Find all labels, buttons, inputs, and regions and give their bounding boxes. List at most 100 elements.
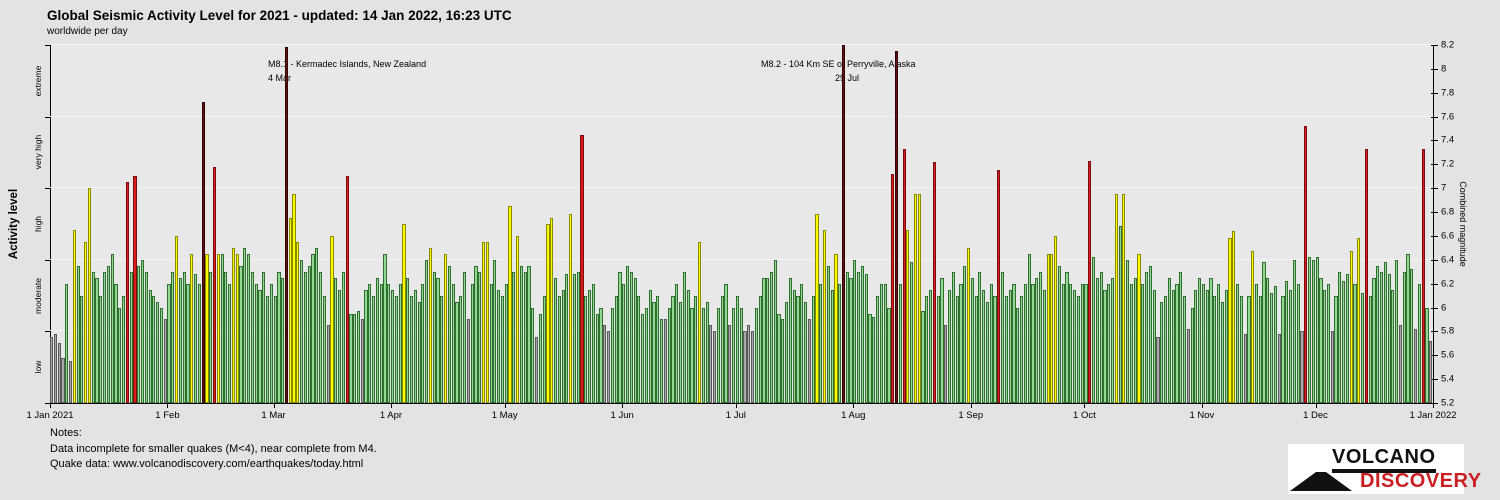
activity-bar bbox=[409, 295, 414, 403]
activity-bar bbox=[432, 271, 436, 403]
right-axis-tick bbox=[1431, 45, 1438, 46]
activity-bar bbox=[1364, 148, 1368, 403]
activity-bar bbox=[1304, 126, 1308, 403]
activity-bar bbox=[788, 277, 793, 403]
activity-bar bbox=[906, 229, 910, 403]
activity-bar bbox=[728, 325, 732, 403]
activity-level-label: low bbox=[33, 360, 43, 374]
right-axis-tick bbox=[1431, 379, 1438, 381]
activity-bar bbox=[1345, 274, 1350, 403]
activity-bar bbox=[466, 319, 470, 403]
activity-bar bbox=[603, 325, 607, 403]
activity-bar bbox=[534, 337, 539, 403]
activity-bar bbox=[974, 295, 978, 403]
activity-bar bbox=[163, 319, 167, 403]
activity-bar bbox=[538, 313, 542, 403]
annotation-perryville-text: M8.2 - 104 Km SE of Perryville, Alaska bbox=[761, 59, 916, 69]
magnitude-tick-label: 6.6 bbox=[1441, 230, 1455, 242]
activity-bar bbox=[125, 182, 129, 403]
activity-bar bbox=[1046, 253, 1050, 403]
activity-bar bbox=[955, 295, 959, 403]
activity-bar bbox=[341, 271, 345, 403]
activity-bar bbox=[235, 253, 239, 403]
right-axis-tick bbox=[1431, 355, 1438, 357]
activity-bar bbox=[838, 283, 842, 403]
x-axis-tick bbox=[167, 403, 169, 408]
activity-bar bbox=[588, 289, 592, 403]
left-axis-line bbox=[50, 45, 51, 404]
activity-bar bbox=[1008, 289, 1012, 403]
x-axis-month-label: 1 Jun bbox=[610, 410, 634, 421]
gridline bbox=[50, 44, 1433, 45]
x-axis-month-label: 1 Jul bbox=[725, 410, 746, 421]
magnitude-tick-label: 8.2 bbox=[1441, 39, 1455, 51]
magnitude-tick-label: 7.4 bbox=[1441, 134, 1455, 146]
gridline bbox=[50, 115, 1433, 117]
left-axis-tick bbox=[45, 116, 50, 118]
chart-subtitle: worldwide per day bbox=[47, 26, 128, 37]
activity-bar bbox=[614, 295, 618, 403]
activity-bar bbox=[758, 295, 762, 403]
activity-bar bbox=[167, 283, 171, 403]
activity-bar bbox=[1073, 289, 1077, 403]
activity-bar bbox=[925, 295, 929, 403]
activity-bar bbox=[1038, 271, 1043, 403]
activity-bar bbox=[1395, 259, 1399, 403]
x-axis-tick bbox=[273, 403, 275, 408]
activity-bar bbox=[637, 295, 641, 403]
activity-bar bbox=[1141, 283, 1145, 403]
activity-bar bbox=[91, 271, 95, 403]
activity-bar bbox=[375, 277, 380, 403]
activity-bar bbox=[152, 295, 156, 403]
activity-bar bbox=[572, 274, 577, 403]
activity-bar bbox=[178, 277, 182, 403]
activity-bar bbox=[853, 259, 857, 403]
activity-bar bbox=[474, 265, 478, 403]
activity-bar bbox=[709, 325, 713, 403]
activity-bar bbox=[773, 259, 777, 403]
activity-bar bbox=[114, 283, 118, 403]
activity-bar bbox=[822, 229, 827, 403]
activity-bar bbox=[1425, 307, 1429, 403]
activity-bar bbox=[569, 214, 573, 403]
activity-bar bbox=[663, 319, 667, 403]
activity-bar bbox=[379, 283, 383, 403]
activity-bar bbox=[322, 295, 326, 403]
x-axis-tick bbox=[1315, 403, 1317, 408]
activity-bar bbox=[326, 325, 330, 403]
activity-bar bbox=[1213, 295, 1217, 403]
activity-bar bbox=[53, 333, 57, 403]
activity-bar bbox=[580, 134, 584, 403]
x-axis-month-label: 1 Jan 2022 bbox=[1409, 410, 1457, 421]
activity-bar bbox=[334, 277, 338, 403]
activity-bar bbox=[898, 283, 902, 403]
activity-bar bbox=[156, 301, 160, 403]
activity-bar bbox=[1179, 271, 1183, 403]
activity-bar bbox=[641, 313, 645, 403]
activity-level-label: very high bbox=[33, 135, 43, 170]
activity-bar bbox=[1289, 289, 1293, 403]
x-axis-month-label: 1 Oct bbox=[1073, 410, 1096, 421]
activity-bar bbox=[1232, 231, 1236, 403]
activity-bar bbox=[686, 289, 690, 403]
activity-bar bbox=[1080, 283, 1084, 403]
activity-bar bbox=[315, 247, 319, 403]
activity-bar bbox=[936, 295, 940, 403]
activity-bar bbox=[826, 265, 830, 403]
x-axis-month-label: 1 Jan 2021 bbox=[26, 410, 74, 421]
activity-bar bbox=[1417, 283, 1422, 403]
x-axis-tick bbox=[970, 403, 972, 408]
left-axis-tick bbox=[45, 45, 50, 46]
activity-bar bbox=[993, 295, 997, 403]
activity-bar bbox=[269, 283, 273, 403]
activity-bar bbox=[425, 259, 429, 403]
activity-bar bbox=[743, 331, 747, 403]
activity-bar bbox=[997, 170, 1001, 403]
activity-bar bbox=[966, 247, 971, 403]
activity-bar bbox=[546, 224, 550, 403]
activity-bar bbox=[1016, 307, 1020, 403]
activity-bar bbox=[1319, 277, 1323, 403]
activity-bar bbox=[106, 265, 110, 403]
activity-bar bbox=[103, 271, 107, 403]
activity-bar bbox=[489, 283, 493, 403]
